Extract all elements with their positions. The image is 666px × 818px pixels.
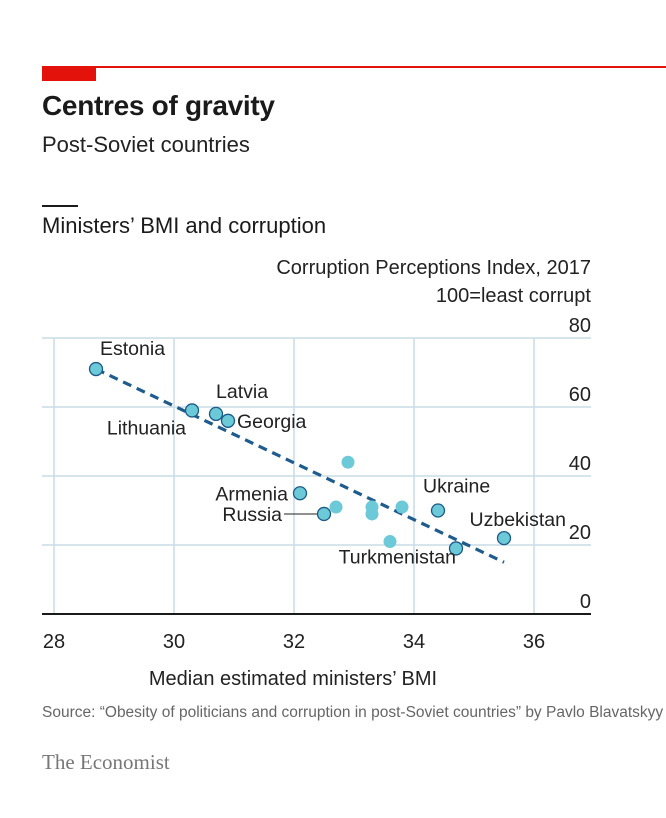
point-label-estonia: Estonia xyxy=(100,338,165,360)
chart-title: Centres of gravity xyxy=(42,90,275,121)
point-label-turkmenistan: Turkmenistan xyxy=(339,546,456,568)
y-tick-label: 0 xyxy=(580,591,591,613)
scatter-chart: Corruption Perceptions Index, 2017 100=l… xyxy=(42,257,592,690)
data-point-georgia xyxy=(220,413,236,428)
data-point-ukraine xyxy=(430,503,446,518)
x-tick-label: 36 xyxy=(523,631,545,653)
point-label-latvia: Latvia xyxy=(216,381,268,403)
data-point xyxy=(341,455,355,469)
point-label-ukraine: Ukraine xyxy=(423,476,490,498)
trendline xyxy=(95,367,505,564)
data-point xyxy=(395,500,409,514)
y-tick-label: 60 xyxy=(569,384,591,406)
x-tick-label: 32 xyxy=(283,631,305,653)
y-tick-label: 20 xyxy=(569,522,591,544)
data-point-uzbekistan xyxy=(496,530,512,546)
y-axis-note: 100=least corrupt xyxy=(436,285,592,307)
source-note: Source: “Obesity of politicians and corr… xyxy=(42,704,664,721)
y-tick-label: 80 xyxy=(569,315,591,337)
point-label-lithuania: Lithuania xyxy=(107,417,186,439)
data-point-estonia xyxy=(88,361,104,377)
data-point-turkmenistan xyxy=(448,541,464,556)
point-label-russia: Russia xyxy=(222,504,282,526)
x-tick-label: 34 xyxy=(403,631,425,653)
x-tick-label: 28 xyxy=(43,631,65,653)
y-tick-label: 40 xyxy=(569,453,591,475)
section-rule xyxy=(42,205,78,207)
chart-subtitle: Post-Soviet countries xyxy=(42,132,250,157)
data-point xyxy=(383,535,397,549)
x-axis-label: Median estimated ministers’ BMI xyxy=(149,668,437,690)
y-axis-label: Corruption Perceptions Index, 2017 xyxy=(276,257,591,279)
header-red-tab xyxy=(42,66,96,81)
point-label-uzbekistan: Uzbekistan xyxy=(470,509,566,531)
data-point-armenia xyxy=(292,486,308,501)
brand-logo: The Economist xyxy=(42,750,170,774)
data-point-russia xyxy=(316,506,332,522)
point-label-armenia: Armenia xyxy=(215,483,288,505)
header-rule xyxy=(42,66,666,68)
data-point xyxy=(329,500,343,514)
section-title: Ministers’ BMI and corruption xyxy=(42,213,327,238)
data-point xyxy=(365,507,379,521)
point-label-georgia: Georgia xyxy=(237,411,307,433)
data-point-lithuania xyxy=(184,403,200,418)
x-tick-label: 30 xyxy=(163,631,185,653)
data-point-latvia xyxy=(208,406,224,422)
